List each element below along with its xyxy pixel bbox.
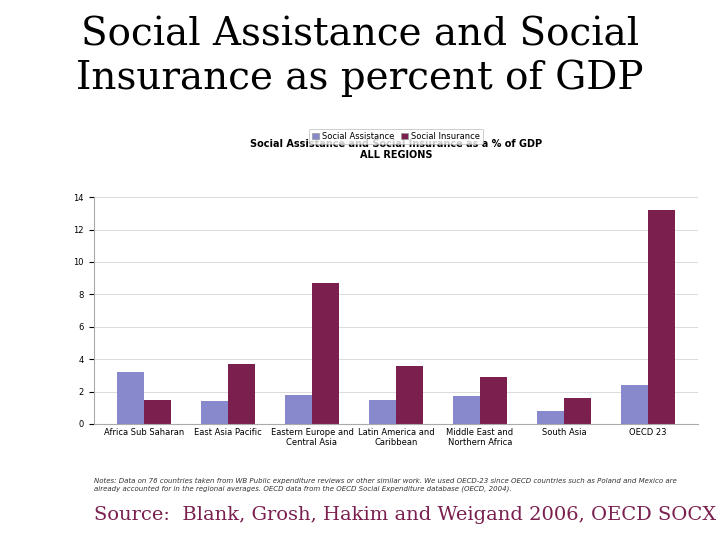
Bar xyxy=(396,366,423,424)
Bar xyxy=(621,385,648,424)
Text: Source:  Blank, Grosh, Hakim and Weigand 2006, OECD SOCX: Source: Blank, Grosh, Hakim and Weigand … xyxy=(94,506,716,524)
Bar xyxy=(285,395,312,424)
Bar xyxy=(648,210,675,424)
Bar xyxy=(369,400,396,424)
Bar xyxy=(312,283,339,424)
Bar xyxy=(228,364,255,424)
Bar xyxy=(564,398,591,424)
Bar xyxy=(117,372,144,424)
Text: Social Assistance and Social
Insurance as percent of GDP: Social Assistance and Social Insurance a… xyxy=(76,16,644,97)
Legend: Social Assistance, Social Insurance: Social Assistance, Social Insurance xyxy=(309,129,483,144)
Bar xyxy=(201,401,228,424)
Bar xyxy=(480,377,507,424)
Bar xyxy=(144,400,171,424)
Title: Social Assistance and Social Insurance as a % of GDP
ALL REGIONS: Social Assistance and Social Insurance a… xyxy=(250,139,542,160)
Bar xyxy=(453,396,480,424)
Text: Notes: Data on 76 countries taken from WB Public expenditure reviews or other si: Notes: Data on 76 countries taken from W… xyxy=(94,478,676,491)
Bar xyxy=(537,411,564,424)
